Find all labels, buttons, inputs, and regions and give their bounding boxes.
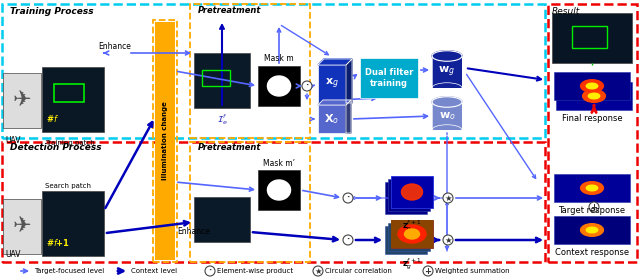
FancyBboxPatch shape <box>194 197 250 242</box>
Text: Target-focused level: Target-focused level <box>34 268 104 274</box>
Ellipse shape <box>398 225 426 243</box>
FancyBboxPatch shape <box>432 102 462 130</box>
FancyBboxPatch shape <box>194 53 250 108</box>
Text: Enhance: Enhance <box>177 227 211 236</box>
Text: UAV: UAV <box>5 136 20 145</box>
Circle shape <box>313 266 323 276</box>
Text: #$f$+1: #$f$+1 <box>46 237 70 248</box>
Circle shape <box>205 266 215 276</box>
Text: Weighted summation: Weighted summation <box>435 268 509 274</box>
Polygon shape <box>346 100 351 133</box>
FancyBboxPatch shape <box>42 67 104 132</box>
Text: ·: · <box>209 267 212 276</box>
Text: Training patch: Training patch <box>45 140 95 146</box>
Text: Context level: Context level <box>131 268 177 274</box>
Text: Result: Result <box>552 7 580 16</box>
FancyBboxPatch shape <box>3 73 41 128</box>
Circle shape <box>302 81 312 91</box>
Ellipse shape <box>404 229 419 239</box>
Text: Final response: Final response <box>562 114 622 123</box>
Text: Mask m: Mask m <box>264 54 294 63</box>
Ellipse shape <box>432 51 462 61</box>
Text: ★: ★ <box>314 267 322 276</box>
Text: $\mathcal{I}_e^f$: $\mathcal{I}_e^f$ <box>216 112 227 127</box>
FancyBboxPatch shape <box>554 216 630 244</box>
FancyBboxPatch shape <box>318 105 346 133</box>
Text: Pretreatment: Pretreatment <box>198 143 261 152</box>
Text: Training Process: Training Process <box>10 7 93 16</box>
Text: Mask m’: Mask m’ <box>263 159 295 168</box>
Polygon shape <box>346 59 352 103</box>
Text: $\mathbf{X}_o$: $\mathbf{X}_o$ <box>324 112 340 126</box>
Circle shape <box>443 193 453 203</box>
FancyBboxPatch shape <box>554 174 630 202</box>
FancyBboxPatch shape <box>388 223 430 251</box>
FancyBboxPatch shape <box>552 13 632 63</box>
Ellipse shape <box>432 97 462 107</box>
Circle shape <box>423 266 433 276</box>
Ellipse shape <box>582 90 605 102</box>
Text: Enhance: Enhance <box>99 42 131 51</box>
Text: Detection Process: Detection Process <box>10 143 102 152</box>
Ellipse shape <box>268 76 291 96</box>
Text: $\mathbf{z}_g^{f+1}$: $\mathbf{z}_g^{f+1}$ <box>403 256 422 272</box>
Text: Dual filter
training: Dual filter training <box>365 68 413 88</box>
Text: ★: ★ <box>444 235 452 244</box>
Ellipse shape <box>268 180 291 200</box>
Text: ✈: ✈ <box>13 216 31 236</box>
FancyBboxPatch shape <box>3 199 41 254</box>
FancyBboxPatch shape <box>391 176 433 208</box>
FancyBboxPatch shape <box>391 220 433 248</box>
Polygon shape <box>318 100 351 105</box>
FancyBboxPatch shape <box>432 56 462 88</box>
FancyBboxPatch shape <box>258 66 300 106</box>
FancyBboxPatch shape <box>388 179 430 211</box>
Text: UAV: UAV <box>5 250 20 259</box>
FancyBboxPatch shape <box>556 82 632 110</box>
FancyBboxPatch shape <box>391 176 433 208</box>
Text: $\mathbf{x}_g$: $\mathbf{x}_g$ <box>325 77 339 91</box>
Ellipse shape <box>580 224 604 236</box>
FancyBboxPatch shape <box>318 65 346 103</box>
Text: $\mathbf{w}_g$: $\mathbf{w}_g$ <box>438 65 456 79</box>
Text: Element-wise product: Element-wise product <box>217 268 293 274</box>
Text: Illumination change: Illumination change <box>162 102 168 180</box>
Text: Context response: Context response <box>555 248 629 257</box>
Circle shape <box>443 235 453 245</box>
Text: $\mathbf{w}_o$: $\mathbf{w}_o$ <box>438 110 456 122</box>
Ellipse shape <box>580 182 604 194</box>
FancyBboxPatch shape <box>155 22 175 260</box>
Ellipse shape <box>588 93 600 99</box>
Circle shape <box>343 193 353 203</box>
FancyBboxPatch shape <box>385 182 427 214</box>
Text: ·: · <box>346 235 349 244</box>
FancyBboxPatch shape <box>360 58 418 98</box>
FancyBboxPatch shape <box>554 72 630 100</box>
Ellipse shape <box>401 184 422 200</box>
Circle shape <box>589 202 599 212</box>
Text: ✈: ✈ <box>13 90 31 110</box>
Text: Search patch: Search patch <box>45 183 91 189</box>
FancyBboxPatch shape <box>385 226 427 254</box>
Text: ·: · <box>305 81 308 90</box>
Polygon shape <box>318 59 352 65</box>
Text: ★: ★ <box>444 193 452 202</box>
Text: Target response: Target response <box>559 206 625 215</box>
Ellipse shape <box>586 185 598 191</box>
Text: #$f$: #$f$ <box>46 113 59 124</box>
FancyBboxPatch shape <box>391 220 433 248</box>
Ellipse shape <box>586 227 598 233</box>
Text: Circular correlation: Circular correlation <box>325 268 392 274</box>
Circle shape <box>343 235 353 245</box>
Text: +: + <box>424 267 431 276</box>
Ellipse shape <box>580 80 604 92</box>
Text: +: + <box>591 202 598 211</box>
Text: $\mathbf{z}_o^{f+1}$: $\mathbf{z}_o^{f+1}$ <box>403 218 422 233</box>
Text: Pretreatment: Pretreatment <box>198 6 261 15</box>
FancyBboxPatch shape <box>42 191 104 256</box>
Text: ·: · <box>346 193 349 202</box>
FancyBboxPatch shape <box>258 170 300 210</box>
FancyBboxPatch shape <box>391 220 433 248</box>
Ellipse shape <box>586 83 598 89</box>
